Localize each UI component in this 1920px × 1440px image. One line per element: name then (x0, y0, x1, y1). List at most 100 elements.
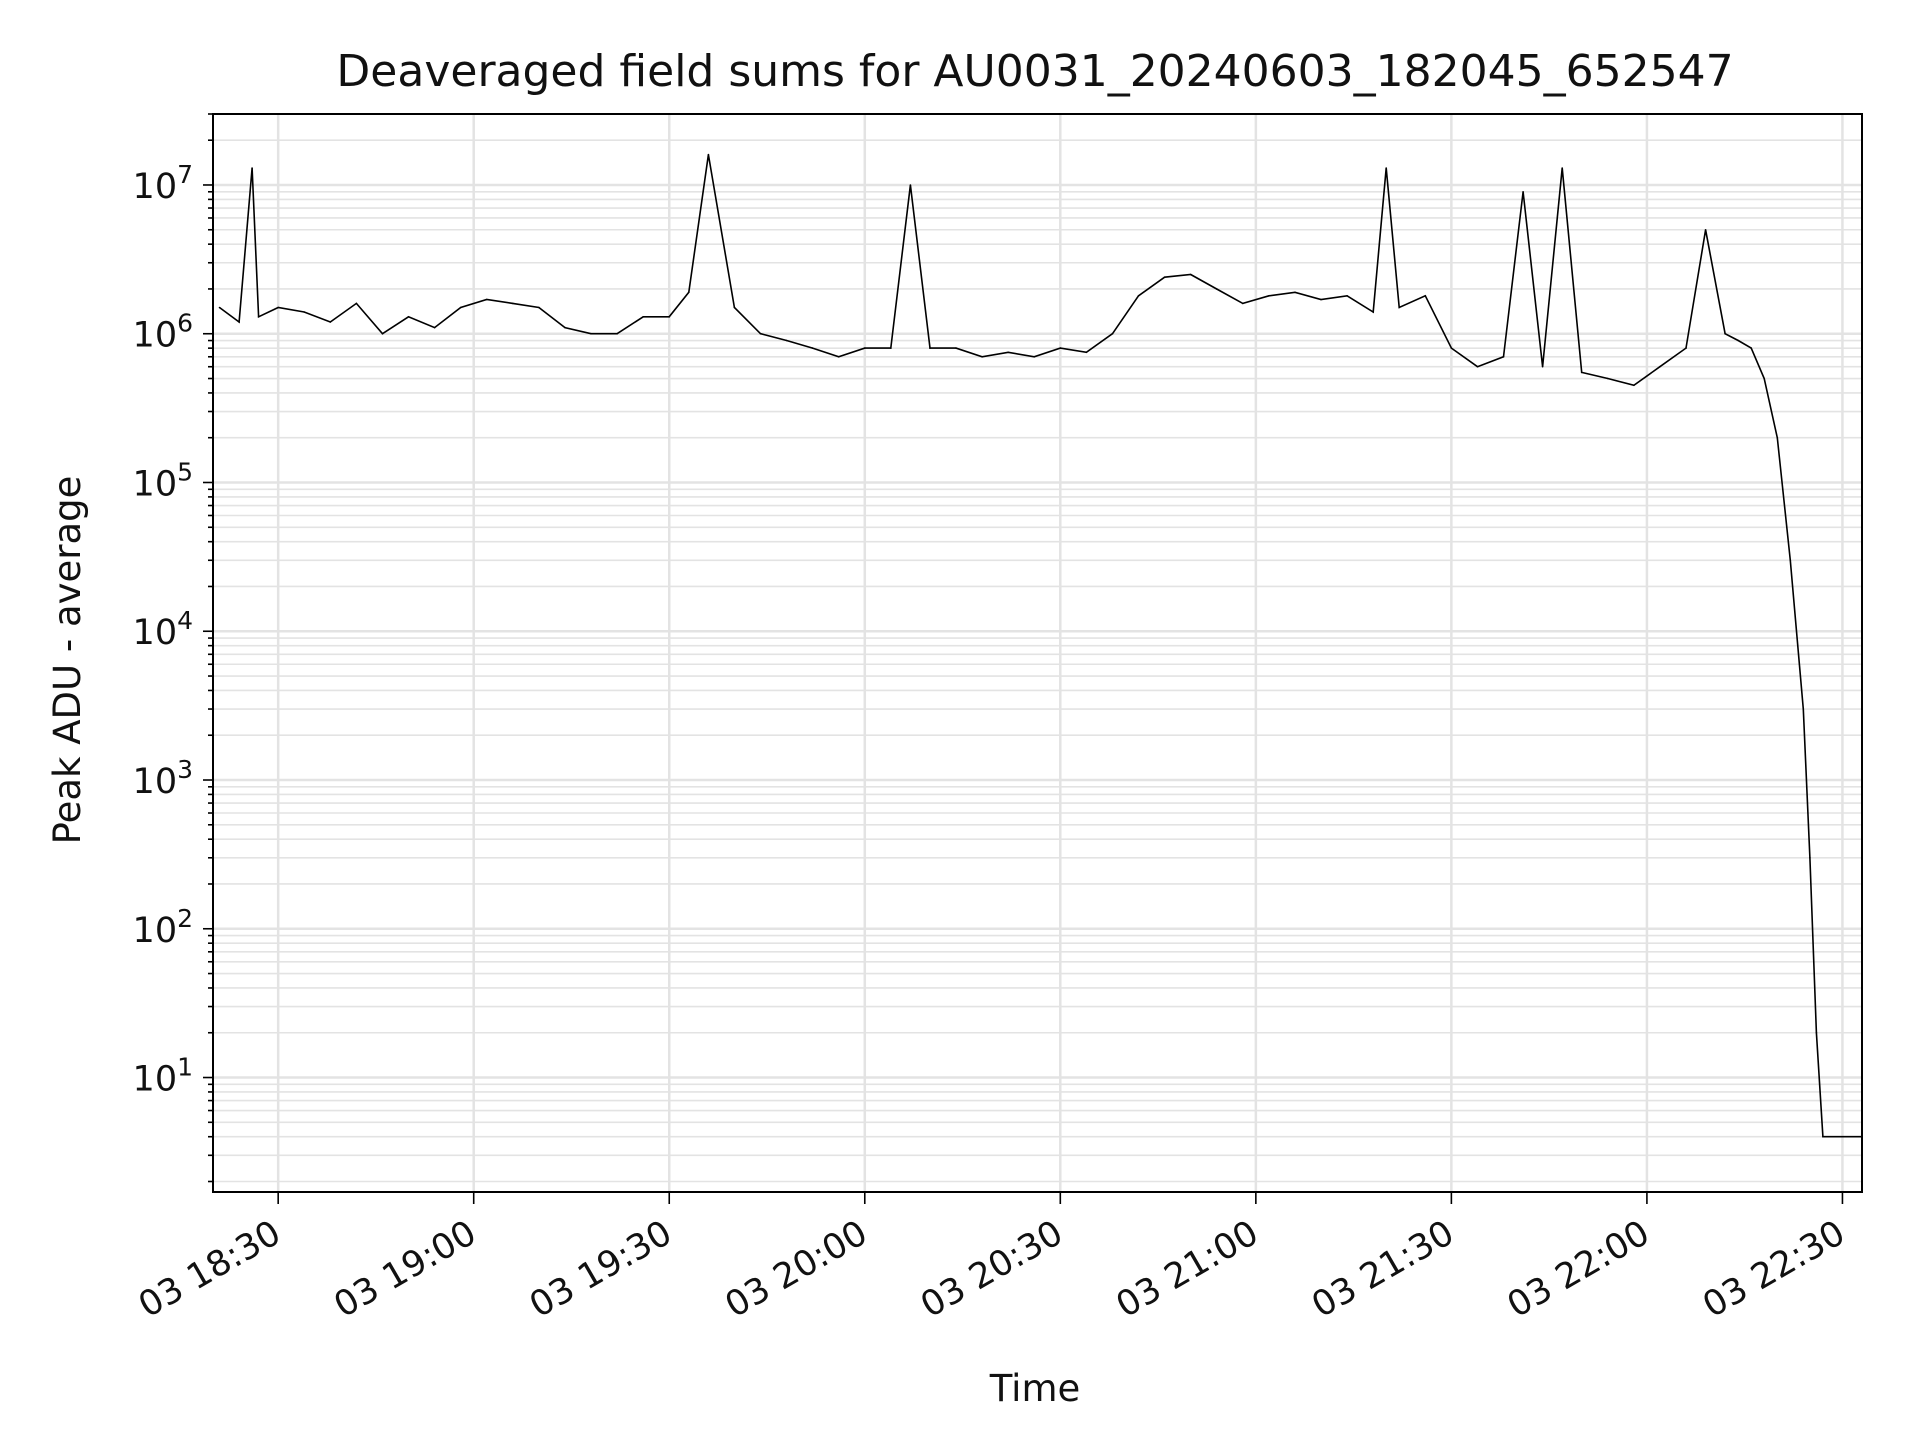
data-point (733, 306, 736, 309)
data-point (890, 347, 892, 349)
y-tick-label-exponent: 5 (177, 457, 193, 486)
plot-frame (212, 113, 1863, 1193)
y-tick-label-base: 10 (133, 762, 178, 802)
data-point (1372, 311, 1374, 313)
data-point (707, 153, 710, 156)
data-point (1450, 347, 1453, 349)
data-point (1189, 273, 1192, 276)
data-point (1522, 191, 1524, 193)
y-tick-label-exponent: 4 (177, 606, 193, 635)
data-point (1137, 295, 1140, 297)
data-point (1398, 306, 1400, 309)
y-tick-label-base: 10 (133, 911, 178, 951)
chart-title: Deaveraged field sums for AU0031_2024060… (336, 46, 1733, 97)
data-point (238, 321, 240, 323)
data-point (1633, 384, 1635, 387)
data-series-line (219, 154, 1862, 1138)
data-point (485, 298, 488, 301)
data-point (1685, 347, 1687, 349)
data-point (688, 291, 690, 294)
data-point (303, 311, 306, 313)
data-point (1763, 377, 1765, 380)
x-axis-label: Time (989, 1367, 1081, 1410)
data-point (1163, 276, 1166, 279)
data-point (929, 347, 931, 349)
data-point (538, 306, 540, 309)
data-point (1242, 302, 1244, 305)
y-tick-label-exponent: 7 (177, 160, 193, 189)
data-point (1033, 356, 1035, 358)
data-point (668, 316, 670, 318)
y-tick-label-base: 10 (133, 316, 178, 356)
data-point (616, 332, 618, 335)
grid (213, 113, 1862, 1192)
data-point (1737, 339, 1739, 342)
data-point (1007, 351, 1009, 354)
data-point (1776, 436, 1779, 439)
y-tick-label-base: 10 (133, 167, 178, 207)
data-point (1385, 167, 1387, 169)
y-tick-label: 102 (133, 904, 193, 951)
data-point (277, 306, 280, 309)
y-tick-label-base: 10 (133, 1060, 178, 1100)
y-tick-label: 103 (133, 755, 193, 802)
y-tick-label: 105 (133, 457, 193, 504)
data-point (433, 326, 436, 329)
data-point (981, 356, 983, 358)
data-point (1320, 298, 1322, 301)
data-point (1215, 288, 1218, 290)
y-tick-label: 104 (133, 606, 193, 653)
y-tick-label: 101 (133, 1053, 193, 1100)
data-point (512, 302, 514, 305)
data-point (837, 356, 840, 358)
data-point (1809, 857, 1811, 859)
data-point (1541, 365, 1544, 368)
data-point (1750, 347, 1752, 349)
y-tick-label: 106 (133, 309, 193, 356)
data-point (1059, 347, 1062, 349)
data-point (1346, 295, 1348, 297)
data-point (1607, 377, 1609, 380)
data-point (1561, 167, 1563, 169)
data-point (785, 339, 788, 342)
data-point (1424, 295, 1427, 297)
data-point (1502, 356, 1505, 358)
data-point (251, 167, 253, 169)
data-point (1724, 332, 1726, 335)
data-point (955, 347, 957, 349)
data-point (381, 332, 384, 335)
data-point (1704, 229, 1707, 231)
data-point (459, 306, 462, 309)
data-point (355, 302, 358, 305)
data-point (909, 184, 912, 186)
data-point (1111, 332, 1114, 335)
data-point (1659, 365, 1661, 368)
y-tick-label-exponent: 6 (177, 309, 193, 338)
y-tick-label: 107 (133, 160, 193, 207)
y-tick-label-exponent: 3 (177, 755, 193, 784)
data-point (257, 316, 260, 318)
data-point (1822, 1135, 1824, 1138)
data-point (811, 347, 814, 349)
data-point (590, 332, 592, 335)
y-axis-label: Peak ADU - average (46, 476, 89, 845)
data-point (1580, 371, 1583, 374)
plot-line-group (218, 153, 1863, 1138)
data-point (1268, 295, 1270, 297)
data-point (564, 326, 566, 329)
data-point (1815, 1031, 1818, 1034)
data-point (329, 321, 332, 323)
y-tick-label-base: 10 (133, 613, 178, 653)
data-point (1294, 291, 1296, 294)
data-point (642, 316, 644, 318)
data-point (1789, 559, 1792, 562)
data-point (407, 316, 410, 318)
data-point (218, 306, 221, 309)
y-tick-label-exponent: 2 (177, 904, 193, 933)
data-point (1802, 708, 1805, 710)
y-tick-label-exponent: 1 (177, 1053, 193, 1082)
data-point (1476, 365, 1479, 368)
